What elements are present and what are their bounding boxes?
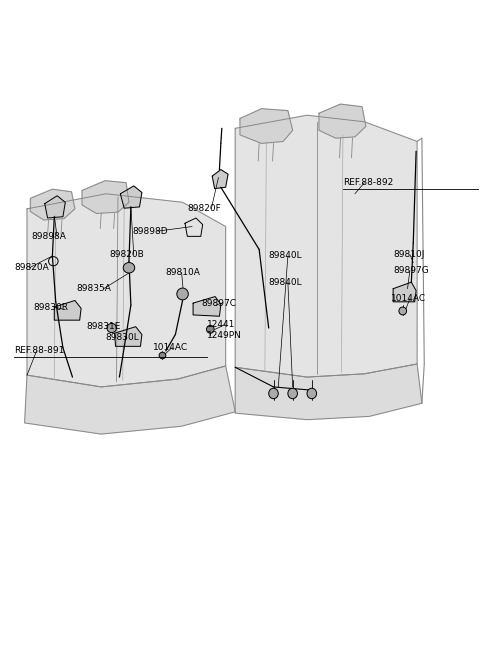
Text: 89898A: 89898A [32,232,67,241]
Ellipse shape [177,288,188,300]
Ellipse shape [206,325,214,333]
Polygon shape [120,186,142,208]
Text: 1249PN: 1249PN [206,331,241,340]
Text: 89820A: 89820A [14,263,49,272]
Polygon shape [240,109,293,144]
Polygon shape [54,300,81,320]
Polygon shape [82,180,129,213]
Text: 89820F: 89820F [187,205,221,213]
Polygon shape [30,189,75,220]
Text: 1014AC: 1014AC [153,343,188,352]
Text: 12441: 12441 [206,320,235,329]
Text: 89897C: 89897C [202,298,237,308]
Text: 1014AC: 1014AC [391,294,426,303]
Text: 89897G: 89897G [393,266,429,275]
Ellipse shape [107,323,117,333]
Text: 89830L: 89830L [105,333,139,342]
Ellipse shape [307,388,317,399]
Text: 89820B: 89820B [110,250,144,259]
Text: 89830R: 89830R [33,302,68,312]
Text: 89840L: 89840L [269,277,302,287]
Text: 89831E: 89831E [86,322,120,331]
Polygon shape [115,327,142,346]
Text: 89810A: 89810A [166,268,201,277]
Text: 89835A: 89835A [76,284,111,293]
Ellipse shape [159,352,166,359]
Text: REF.88-892: REF.88-892 [343,178,393,187]
Text: 89810J: 89810J [393,250,424,259]
Polygon shape [212,170,228,188]
Polygon shape [235,115,417,377]
Polygon shape [45,195,65,218]
Text: 89840L: 89840L [269,251,302,260]
Ellipse shape [399,307,407,315]
Polygon shape [193,297,221,316]
Text: 89898D: 89898D [132,226,168,236]
Polygon shape [393,282,416,302]
Polygon shape [27,194,226,387]
Polygon shape [24,366,235,434]
Ellipse shape [123,262,135,273]
Polygon shape [235,364,422,420]
Ellipse shape [288,388,298,399]
Polygon shape [185,218,203,236]
Polygon shape [319,104,366,138]
Ellipse shape [269,388,278,399]
Text: REF.88-891: REF.88-891 [14,346,64,356]
